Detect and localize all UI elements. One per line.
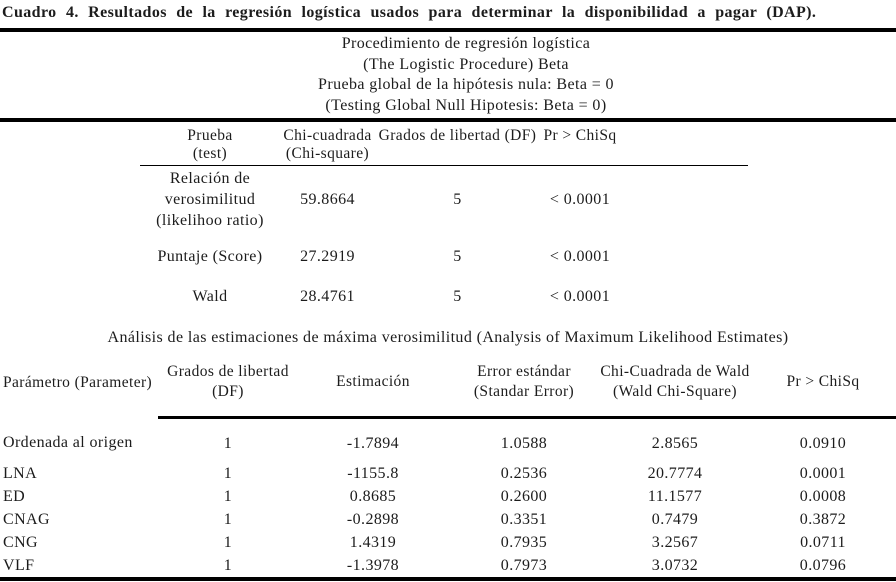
- procedure-header-line-3: Prueba global de la hipótesis nula: Beta…: [318, 76, 614, 93]
- table-row-cng: CNG 1 1.4319 0.7935 3.2567 0.0711: [0, 531, 896, 554]
- global-null-test-table: Prueba (test) Chi-cuadrada (Chi-square) …: [140, 122, 748, 317]
- global-test-header-row: Prueba (test) Chi-cuadrada (Chi-square) …: [140, 122, 748, 166]
- df-value: 1: [223, 488, 233, 505]
- column-header-df: Grados de libertad (DF): [375, 122, 540, 166]
- pr-chisq-value: < 0.0001: [549, 248, 611, 265]
- df-value: 5: [453, 248, 462, 265]
- chi-square-value: 59.8664: [300, 191, 355, 208]
- column-header-spacer: [620, 122, 748, 166]
- procedure-header: Procedimiento de regresión logística (Th…: [0, 32, 896, 118]
- parameter-name: CNG: [3, 534, 38, 551]
- spacer-cell: [620, 234, 748, 278]
- wald-chi-square-value: 3.0732: [651, 557, 699, 574]
- table-row-score: Puntaje (Score) 27.2919 5 < 0.0001: [140, 234, 748, 278]
- pr-chisq-value: 0.0001: [799, 465, 847, 482]
- ml-header-row: Parámetro (Parameter) Grados de libertad…: [0, 346, 896, 419]
- pr-chisq-value: 0.3872: [799, 511, 847, 528]
- df-value: 1: [223, 557, 233, 574]
- df-value: 1: [223, 511, 233, 528]
- table-row-ed: ED 1 0.8685 0.2600 11.1577 0.0008: [0, 485, 896, 508]
- chi-square-value: 28.4761: [300, 288, 355, 305]
- df-value: 1: [223, 435, 233, 452]
- column-header-wald-chi-square: Chi-Cuadrada de Wald (Wald Chi-Square): [600, 346, 750, 419]
- column-header-standard-error: Error estándar (Standar Error): [448, 346, 600, 419]
- pr-chisq-value: < 0.0001: [549, 191, 611, 208]
- estimate-value: 0.8685: [349, 488, 397, 505]
- standard-error-value: 0.2536: [500, 465, 548, 482]
- pr-chisq-value: 0.0910: [799, 435, 847, 452]
- test-name: Puntaje (Score): [157, 248, 263, 265]
- procedure-header-line-2: (The Logistic Procedure) Beta: [363, 55, 569, 73]
- chi-square-value: 27.2919: [300, 248, 355, 265]
- column-header-test: Prueba (test): [140, 122, 280, 166]
- procedure-header-line-1: Procedimiento de regresión logística: [341, 35, 591, 52]
- parameter-name: ED: [3, 488, 26, 505]
- ml-estimates-title: Análisis de las estimaciones de máxima v…: [107, 329, 789, 346]
- table-row-vlf: VLF 1 -1.3978 0.7973 3.0732 0.0796: [0, 554, 896, 577]
- test-name: Relación de verosimilitud (likelihoo rat…: [156, 170, 264, 229]
- column-header-parameter: Parámetro (Parameter): [3, 373, 153, 391]
- wald-chi-square-value: 2.8565: [651, 435, 699, 452]
- spacer-cell: [620, 278, 748, 317]
- column-header-chi-square: Chi-cuadrada (Chi-square): [280, 122, 375, 166]
- bottom-rule: [0, 577, 896, 581]
- spacer-cell: [620, 166, 748, 235]
- standard-error-value: 1.0588: [500, 435, 548, 452]
- pr-chisq-value: 0.0711: [800, 534, 846, 551]
- parameter-name: Ordenada al origen: [3, 434, 133, 452]
- procedure-header-line-4: (Testing Global Null Hipotesis: Beta = 0…: [325, 96, 607, 114]
- standard-error-value: 0.7973: [500, 557, 548, 574]
- standard-error-value: 0.7935: [500, 534, 548, 551]
- header-divider-rule: [0, 118, 896, 122]
- top-rule: [0, 28, 896, 32]
- column-header-pr-chisq: Pr > ChiSq: [750, 346, 896, 419]
- wald-chi-square-value: 0.7479: [651, 511, 699, 528]
- test-name: Wald: [192, 288, 228, 305]
- table-row-wald: Wald 28.4761 5 < 0.0001: [140, 278, 748, 317]
- standard-error-value: 0.3351: [500, 511, 548, 528]
- table-row-cnag: CNAG 1 -0.2898 0.3351 0.7479 0.3872: [0, 508, 896, 531]
- wald-chi-square-value: 3.2567: [651, 534, 699, 551]
- column-header-pr-chisq: Pr > ChiSq: [540, 122, 620, 166]
- df-value: 5: [453, 288, 462, 305]
- estimate-value: -1155.8: [347, 465, 399, 482]
- estimate-value: -1.3978: [346, 557, 400, 574]
- table-row-intercept: Ordenada al origen 1 -1.7894 1.0588 2.85…: [0, 418, 896, 463]
- wald-chi-square-value: 20.7774: [647, 465, 703, 482]
- estimate-value: -1.7894: [346, 435, 400, 452]
- standard-error-value: 0.2600: [500, 488, 548, 505]
- estimate-value: 1.4319: [349, 534, 397, 551]
- estimate-value: -0.2898: [346, 511, 400, 528]
- column-header-estimate: Estimación: [298, 346, 448, 419]
- table-row-likelihood-ratio: Relación de verosimilitud (likelihoo rat…: [140, 166, 748, 235]
- df-value: 5: [453, 191, 462, 208]
- parameter-name: LNA: [3, 465, 38, 482]
- table-row-lna: LNA 1 -1155.8 0.2536 20.7774 0.0001: [0, 462, 896, 485]
- parameter-name: CNAG: [3, 511, 50, 528]
- wald-chi-square-value: 11.1577: [647, 488, 703, 505]
- df-value: 1: [223, 465, 233, 482]
- table-caption: Cuadro 4. Resultados de la regresión log…: [2, 4, 817, 21]
- pr-chisq-value: 0.0008: [799, 488, 847, 505]
- df-value: 1: [223, 534, 233, 551]
- pr-chisq-value: < 0.0001: [549, 288, 611, 305]
- ml-estimates-table: Parámetro (Parameter) Grados de libertad…: [0, 346, 896, 577]
- pr-chisq-value: 0.0796: [799, 557, 847, 574]
- column-header-df: Grados de libertad (DF): [158, 346, 298, 419]
- parameter-name: VLF: [3, 557, 35, 574]
